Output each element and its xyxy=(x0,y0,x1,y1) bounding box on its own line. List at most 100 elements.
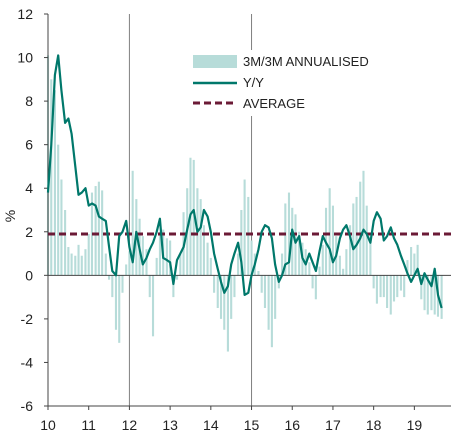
bar xyxy=(104,253,107,276)
bar xyxy=(74,255,77,276)
bar xyxy=(345,249,348,276)
bar xyxy=(314,275,317,300)
bar xyxy=(281,253,284,276)
bar xyxy=(213,275,216,293)
bar xyxy=(328,188,331,276)
bar xyxy=(392,275,396,302)
bar xyxy=(128,251,131,276)
x-tick-label: 11 xyxy=(81,417,96,433)
bar xyxy=(413,253,416,276)
bar xyxy=(416,244,419,276)
bar xyxy=(352,203,355,276)
bar xyxy=(399,275,402,291)
bar xyxy=(206,242,209,276)
bar xyxy=(423,275,426,311)
bar xyxy=(321,244,324,276)
bar xyxy=(77,244,80,276)
bar xyxy=(64,210,67,276)
bar xyxy=(338,255,341,276)
bar xyxy=(179,253,182,276)
bar xyxy=(396,275,399,298)
legend: 3M/3M ANNUALISED Y/Y AVERAGE xyxy=(185,50,385,116)
bar xyxy=(57,144,60,276)
bar xyxy=(50,79,53,276)
bar xyxy=(141,236,144,276)
bar xyxy=(382,275,385,298)
bar xyxy=(426,275,429,315)
x-tick-label: 19 xyxy=(407,417,423,433)
bar xyxy=(175,275,179,280)
bar xyxy=(226,275,229,352)
bar xyxy=(131,170,134,276)
bar xyxy=(97,181,100,276)
bar xyxy=(151,275,155,337)
bar xyxy=(209,257,212,276)
bar xyxy=(240,210,243,276)
bar xyxy=(375,275,378,304)
legend-label-average: AVERAGE xyxy=(243,96,305,111)
bar xyxy=(243,179,246,276)
legend-label-3m3m: 3M/3M ANNUALISED xyxy=(243,54,369,69)
bar xyxy=(406,260,409,276)
y-tick-label: 2 xyxy=(25,224,33,240)
bar xyxy=(365,205,368,276)
bar xyxy=(362,170,365,276)
bar xyxy=(169,240,172,276)
bar xyxy=(145,249,148,276)
bar xyxy=(440,275,443,319)
bar xyxy=(311,275,314,289)
bar xyxy=(202,225,205,276)
bar xyxy=(263,275,267,308)
y-tick-label: -2 xyxy=(21,311,34,327)
bar xyxy=(125,264,128,276)
y-tick-label: 12 xyxy=(17,6,33,22)
bar xyxy=(192,159,195,276)
bar xyxy=(430,275,433,311)
yoy-line-group xyxy=(46,54,443,309)
bar xyxy=(355,196,358,276)
bar xyxy=(379,275,382,298)
bar xyxy=(94,186,97,276)
y-tick-label: -6 xyxy=(21,398,34,414)
bar xyxy=(121,275,124,293)
bar xyxy=(318,266,321,276)
bar xyxy=(237,253,240,276)
bar xyxy=(230,275,233,319)
bar xyxy=(433,275,436,315)
bar xyxy=(216,275,219,308)
bar xyxy=(260,275,263,293)
x-tick-labels: 10 11 12 13 14 15 16 17 18 19 xyxy=(40,417,422,433)
bar xyxy=(155,257,158,276)
y-tick-label: -4 xyxy=(21,354,34,370)
bar xyxy=(67,247,70,276)
bar xyxy=(267,275,270,330)
bar xyxy=(233,275,236,298)
bar xyxy=(257,270,260,276)
y-tick-label: 8 xyxy=(25,93,33,109)
bar xyxy=(158,231,161,276)
bar xyxy=(389,275,392,315)
bar xyxy=(53,90,56,276)
bar xyxy=(331,205,335,276)
bar xyxy=(223,275,226,330)
bar xyxy=(410,247,413,276)
bar xyxy=(118,275,121,343)
bar xyxy=(420,275,423,300)
bar xyxy=(172,275,175,298)
y-axis-label: % xyxy=(2,210,18,222)
bar xyxy=(284,203,287,276)
y-tick-label: 4 xyxy=(25,180,33,196)
bar xyxy=(298,231,301,276)
bar xyxy=(274,275,277,319)
bar xyxy=(87,233,90,276)
bar xyxy=(291,207,294,276)
bar xyxy=(342,268,345,276)
bar xyxy=(369,236,372,276)
x-tick-label: 13 xyxy=(162,417,178,433)
bar xyxy=(84,249,87,276)
bar xyxy=(90,192,94,276)
x-tick-label: 12 xyxy=(122,417,138,433)
bar xyxy=(308,262,311,276)
bar xyxy=(294,214,297,276)
